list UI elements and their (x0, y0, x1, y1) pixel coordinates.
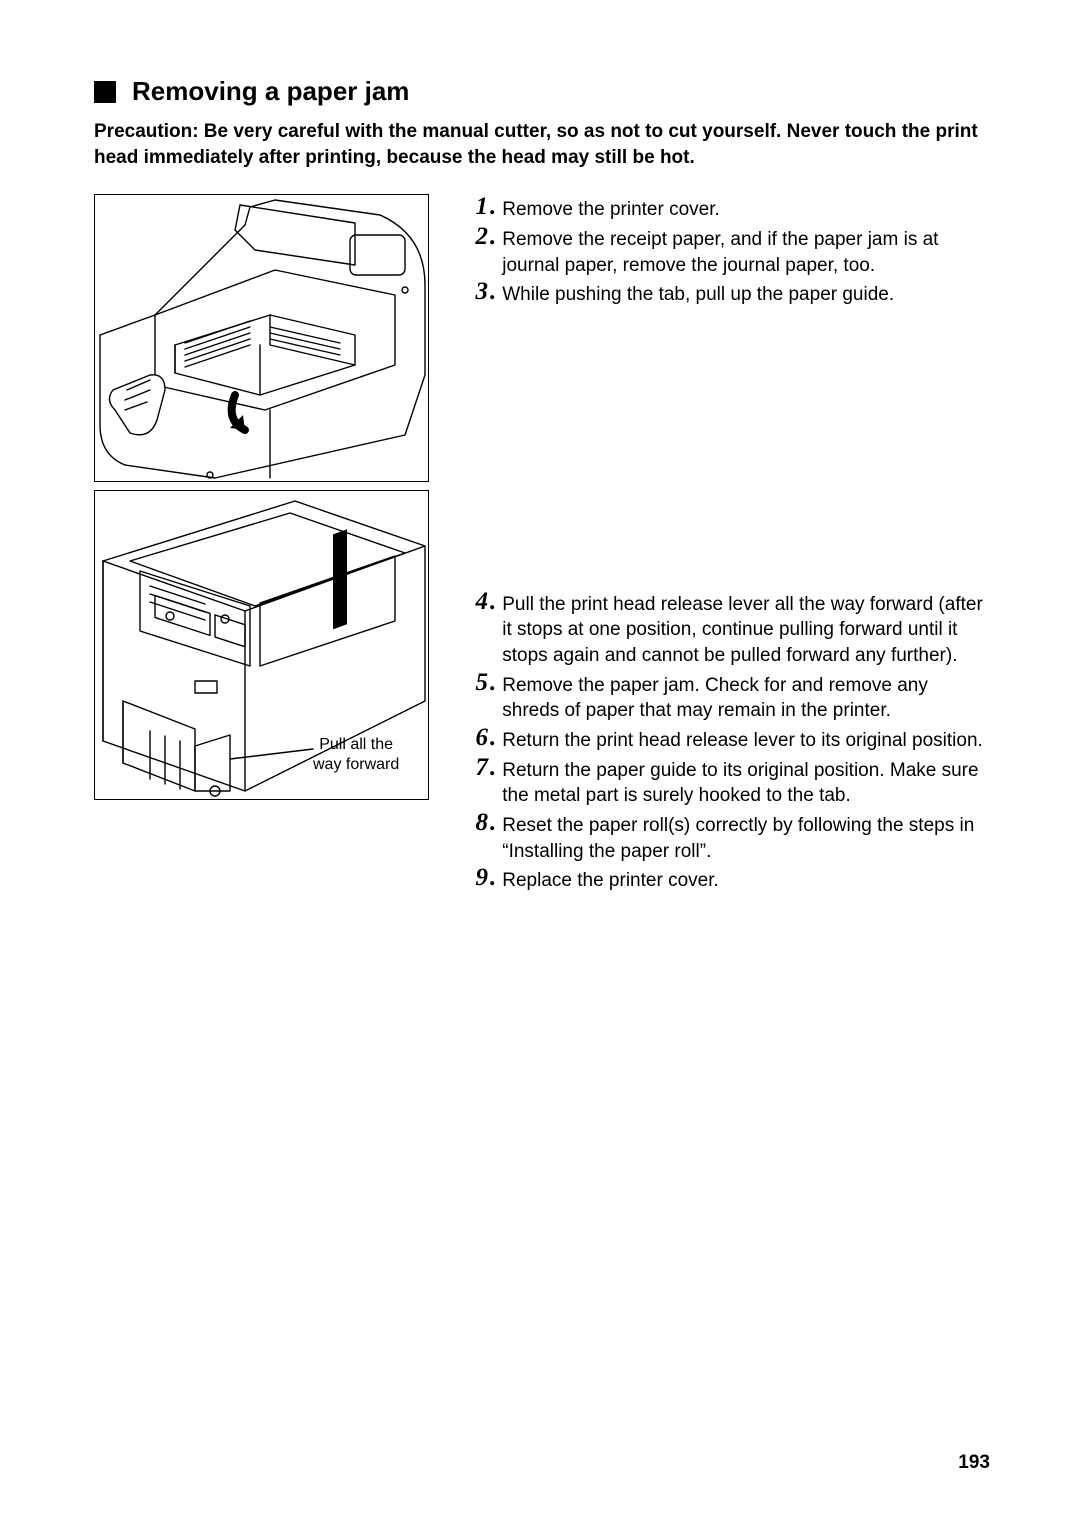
step-number: 4 (462, 589, 490, 616)
step-number: 7 (462, 755, 490, 782)
content-columns: Pull all the way forward 1. Remove the p… (94, 194, 990, 895)
step-item: 6. Return the print head release lever t… (462, 725, 990, 754)
section-heading: Removing a paper jam (132, 76, 409, 107)
step-item: 7. Return the paper guide to its origina… (462, 755, 990, 809)
step-item: 2. Remove the receipt paper, and if the … (462, 224, 990, 278)
square-bullet-icon (94, 81, 116, 103)
step-number: 3 (462, 279, 490, 306)
step-dot: . (490, 670, 502, 697)
step-text: Remove the receipt paper, and if the pap… (502, 224, 990, 278)
heading-row: Removing a paper jam (94, 76, 990, 107)
step-text: Return the paper guide to its original p… (502, 755, 990, 809)
step-dot: . (490, 810, 502, 837)
step-dot: . (490, 224, 502, 251)
step-item: 8. Reset the paper roll(s) correctly by … (462, 810, 990, 864)
step-dot: . (490, 755, 502, 782)
figure-2-caption-line-1: Pull all the (319, 736, 393, 753)
step-dot: . (490, 865, 502, 892)
step-dot: . (490, 725, 502, 752)
steps-column: 1. Remove the printer cover. 2. Remove t… (462, 194, 990, 895)
figure-1-paper-guide (94, 194, 429, 482)
vertical-spacer (462, 309, 990, 589)
page: Removing a paper jam Precaution: Be very… (0, 0, 1080, 1526)
step-number: 6 (462, 725, 490, 752)
steps-list-2: 4. Pull the print head release lever all… (462, 589, 990, 894)
figure-2-caption-line-2: way forward (313, 756, 399, 773)
step-item: 5. Remove the paper jam. Check for and r… (462, 670, 990, 724)
step-number: 1 (462, 194, 490, 221)
step-item: 1. Remove the printer cover. (462, 194, 990, 223)
precaution-text: Precaution: Be very careful with the man… (94, 119, 990, 170)
figure-2-caption: Pull all the way forward (313, 735, 399, 775)
step-dot: . (490, 589, 502, 616)
step-dot: . (490, 279, 502, 306)
step-item: 3. While pushing the tab, pull up the pa… (462, 279, 990, 308)
step-number: 2 (462, 224, 490, 251)
figure-2-release-lever: Pull all the way forward (94, 490, 429, 800)
step-number: 5 (462, 670, 490, 697)
steps-list-1: 1. Remove the printer cover. 2. Remove t… (462, 194, 990, 308)
step-dot: . (490, 194, 502, 221)
step-number: 8 (462, 810, 490, 837)
page-number: 193 (958, 1452, 990, 1474)
figures-column: Pull all the way forward (94, 194, 434, 895)
step-text: Replace the printer cover. (502, 865, 719, 894)
printer-paper-guide-illustration-icon (95, 195, 430, 483)
step-text: Remove the printer cover. (502, 194, 720, 223)
step-item: 9. Replace the printer cover. (462, 865, 990, 894)
step-text: While pushing the tab, pull up the paper… (502, 279, 894, 308)
step-text: Reset the paper roll(s) correctly by fol… (502, 810, 990, 864)
step-number: 9 (462, 865, 490, 892)
step-text: Pull the print head release lever all th… (502, 589, 990, 669)
step-item: 4. Pull the print head release lever all… (462, 589, 990, 669)
step-text: Remove the paper jam. Check for and remo… (502, 670, 990, 724)
step-text: Return the print head release lever to i… (502, 725, 983, 754)
